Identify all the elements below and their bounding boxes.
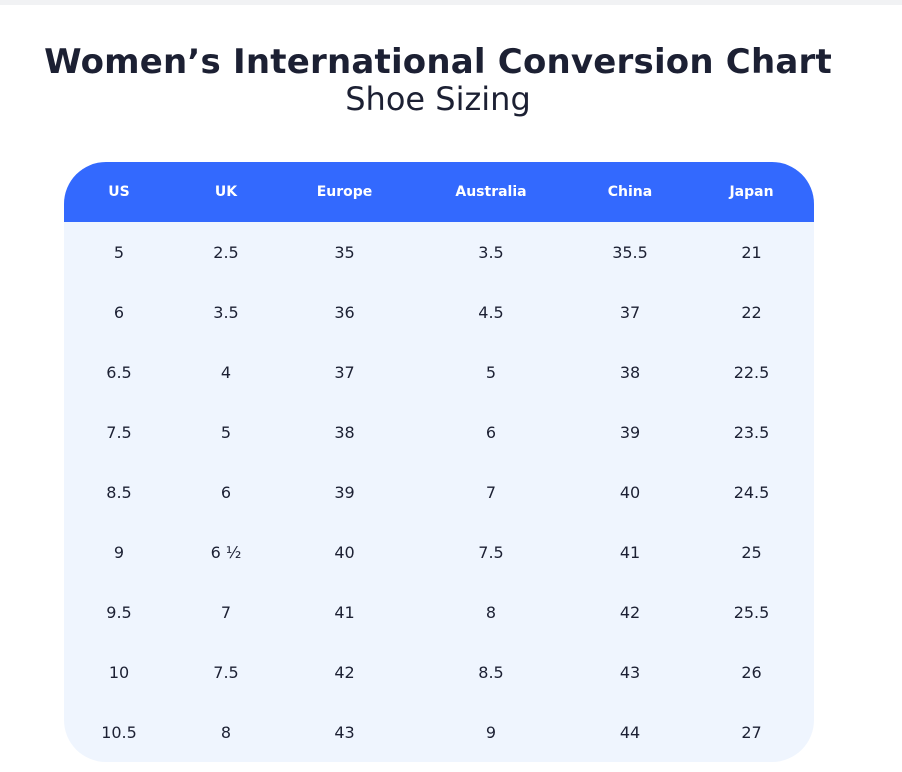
cell-australia: 5 [485, 362, 497, 382]
cell-us: 7.5 [106, 422, 132, 442]
column-header-australia: Australia [455, 184, 527, 200]
cell-china: 43 [619, 662, 641, 682]
cell-china: 41 [619, 542, 641, 562]
cell-australia: 4.5 [478, 302, 504, 322]
table-row: 9 6 ½ 40 7.5 41 25 [64, 522, 814, 582]
cell-us: 8.5 [106, 482, 132, 502]
cell-australia: 6 [485, 422, 497, 442]
cell-uk: 7.5 [213, 662, 239, 682]
column-header-europe: Europe [316, 184, 373, 200]
cell-china: 35.5 [612, 242, 648, 262]
table-header-row: US UK Europe Australia China Japan [64, 162, 814, 222]
size-conversion-table: US UK Europe Australia China Japan 5 2.5 3… [64, 162, 814, 762]
cell-us: 10.5 [101, 722, 137, 742]
column-header-china: China [607, 184, 653, 200]
cell-us: 6 [113, 302, 125, 322]
cell-europe: 36 [334, 302, 355, 322]
column-header-us: US [108, 184, 130, 200]
cell-europe: 37 [334, 362, 355, 382]
cell-uk: 6 [220, 482, 232, 502]
cell-australia: 8.5 [478, 662, 504, 682]
table-row: 7.5 5 38 6 39 23.5 [64, 402, 814, 462]
cell-europe: 43 [334, 722, 355, 742]
cell-china: 42 [619, 602, 641, 622]
cell-japan: 25 [741, 542, 762, 562]
cell-australia: 3.5 [478, 242, 504, 262]
table-row: 6 3.5 36 4.5 37 22 [64, 282, 814, 342]
page-subtitle: Shoe Sizing [345, 80, 531, 118]
table-row: 5 2.5 35 3.5 35.5 21 [64, 222, 814, 282]
cell-us: 9 [113, 542, 125, 562]
table-row: 9.5 7 41 8 42 25.5 [64, 582, 814, 642]
cell-us: 5 [113, 242, 125, 262]
table-row: 8.5 6 39 7 40 24.5 [64, 462, 814, 522]
cell-uk: 3.5 [213, 302, 239, 322]
cell-japan: 27 [741, 722, 762, 742]
chart-heading: Women’s International Conversion Chart S… [0, 40, 876, 118]
cell-china: 37 [619, 302, 641, 322]
cell-europe: 41 [334, 602, 355, 622]
cell-japan: 22.5 [733, 362, 770, 382]
cell-europe: 38 [334, 422, 355, 442]
cell-uk: 8 [220, 722, 232, 742]
cell-china: 40 [619, 482, 641, 502]
cell-japan: 25.5 [733, 602, 770, 622]
cell-europe: 35 [334, 242, 355, 262]
cell-europe: 42 [334, 662, 355, 682]
cell-us: 6.5 [106, 362, 132, 382]
cell-china: 38 [619, 362, 641, 382]
cell-china: 44 [619, 722, 641, 742]
cell-uk: 4 [220, 362, 232, 382]
cell-uk: 7 [220, 602, 232, 622]
cell-uk: 2.5 [213, 242, 239, 262]
cell-australia: 9 [485, 722, 497, 742]
cell-us: 9.5 [106, 602, 132, 622]
table-body: 5 2.5 35 3.5 35.5 21 6 3.5 36 4.5 37 22 6.5 4 37 5 38 22.… [64, 222, 814, 762]
cell-us: 10 [108, 662, 130, 682]
cell-japan: 22 [741, 302, 762, 322]
page-title: Women’s International Conversion Chart [44, 42, 832, 82]
top-strip [0, 0, 902, 5]
cell-japan: 23.5 [733, 422, 770, 442]
cell-australia: 7.5 [478, 542, 504, 562]
cell-uk: 5 [220, 422, 232, 442]
cell-australia: 7 [485, 482, 497, 502]
column-header-uk: UK [214, 184, 238, 200]
cell-china: 39 [619, 422, 641, 442]
table-row: 10.5 8 43 9 44 27 [64, 702, 814, 762]
cell-uk: 6 ½ [210, 542, 242, 562]
cell-europe: 39 [334, 482, 355, 502]
cell-europe: 40 [334, 542, 355, 562]
column-header-japan: Japan [729, 184, 774, 200]
table-row: 10 7.5 42 8.5 43 26 [64, 642, 814, 702]
cell-japan: 24.5 [733, 482, 770, 502]
cell-japan: 26 [741, 662, 762, 682]
cell-japan: 21 [741, 242, 762, 262]
cell-australia: 8 [485, 602, 497, 622]
table-row: 6.5 4 37 5 38 22.5 [64, 342, 814, 402]
